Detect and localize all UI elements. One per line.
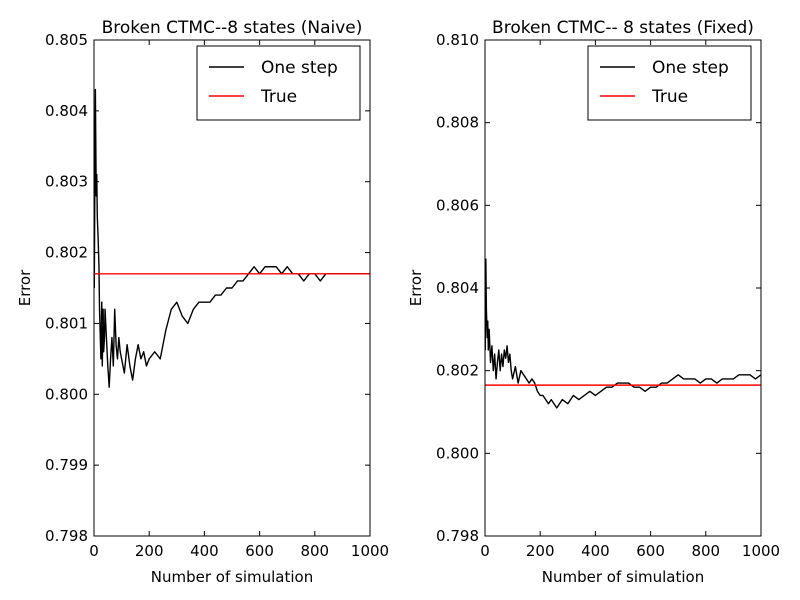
x-tick-label: 800 xyxy=(300,542,329,560)
y-tick-label: 0.804 xyxy=(45,102,88,120)
y-tick-label: 0.808 xyxy=(436,114,479,132)
y-tick-label: 0.799 xyxy=(45,456,88,474)
x-tick-label: 0 xyxy=(89,542,99,560)
y-tick-label: 0.810 xyxy=(436,31,479,49)
y-tick-label: 0.798 xyxy=(436,527,479,545)
legend: One step True xyxy=(196,45,361,121)
y-tick-label: 0.801 xyxy=(45,314,88,332)
y-tick-label: 0.803 xyxy=(45,173,88,191)
y-tick-label: 0.804 xyxy=(436,279,479,297)
chart-panel-2: 0 200 400 600 800 1000 0.798 0.800 0.802 0.804 0.8… xyxy=(407,18,780,586)
x-axis-label: Number of simulation xyxy=(542,568,704,586)
x-tick-label: 200 xyxy=(135,542,164,560)
y-tick-label: 0.802 xyxy=(436,362,479,380)
y-axis-label: Error xyxy=(407,269,425,306)
legend-entry: One step xyxy=(652,58,729,78)
plot-frame xyxy=(93,39,371,537)
legend-box xyxy=(196,45,361,121)
y-tick-label: 0.800 xyxy=(436,444,479,462)
x-tick-label: 800 xyxy=(691,542,720,560)
chart-title: Broken CTMC--8 states (Naive) xyxy=(102,18,363,38)
legend-entry: One step xyxy=(261,58,338,78)
x-tick-label: 600 xyxy=(245,542,274,560)
y-tick-label: 0.806 xyxy=(436,196,479,214)
y-tick-label: 0.798 xyxy=(45,527,88,545)
x-tick-label: 200 xyxy=(526,542,555,560)
y-axis-label: Error xyxy=(16,269,34,306)
x-tick-label: 1000 xyxy=(742,542,780,560)
legend-entry: True xyxy=(260,87,297,107)
chart-title: Broken CTMC-- 8 states (Fixed) xyxy=(492,18,754,38)
x-axis-label: Number of simulation xyxy=(151,568,313,586)
y-tick-label: 0.802 xyxy=(45,244,88,262)
chart-panel-1: 0 200 400 600 800 1000 0.798 0.799 0.800 0.801 0.8… xyxy=(16,18,389,586)
y-tick-label: 0.805 xyxy=(45,31,88,49)
x-tick-label: 400 xyxy=(581,542,610,560)
y-tick-label: 0.800 xyxy=(45,385,88,403)
x-tick-label: 600 xyxy=(636,542,665,560)
legend-box xyxy=(587,45,752,121)
legend-entry: True xyxy=(651,87,688,107)
series-line-one-step xyxy=(94,88,370,388)
x-tick-label: 0 xyxy=(480,542,490,560)
series-line-one-step xyxy=(485,258,761,409)
x-tick-label: 1000 xyxy=(351,542,389,560)
legend: One step True xyxy=(587,45,752,121)
x-tick-label: 400 xyxy=(190,542,219,560)
